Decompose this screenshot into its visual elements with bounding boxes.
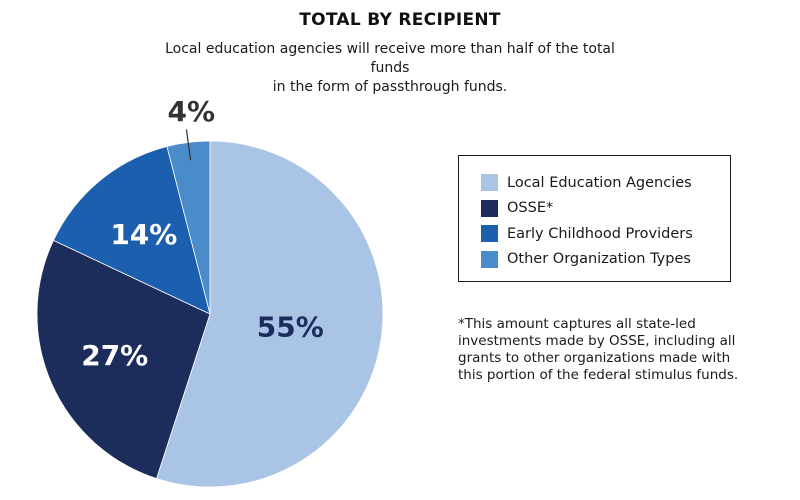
- pie-label-early-childhood-providers: 14%: [110, 218, 177, 251]
- pie-slice-early-childhood-providers: [52, 145, 211, 315]
- footnote: *This amount captures all state-led inve…: [458, 316, 758, 384]
- pie-label-local-education-agencies: 55%: [257, 311, 324, 344]
- subtitle-line-1: Local education agencies will receive mo…: [165, 41, 615, 76]
- chart-subtitle: Local education agencies will receive mo…: [150, 40, 630, 97]
- pie-slice-local-education-agencies: [156, 140, 384, 488]
- legend-swatch: [481, 199, 498, 217]
- legend-swatch: [481, 225, 498, 243]
- legend-item-osse: OSSE*: [481, 196, 730, 222]
- footnote-line: this portion of the federal stimulus fun…: [458, 367, 739, 383]
- legend-label: Early Childhood Providers: [507, 225, 693, 242]
- pie-label-osse: 27%: [81, 339, 148, 372]
- legend-swatch: [481, 250, 498, 268]
- chart-title: TOTAL BY RECIPIENT: [299, 10, 501, 30]
- footnote-line: grants to other organizations made with: [458, 350, 731, 366]
- pie-slice-osse: [36, 239, 211, 480]
- subtitle-line-2: in the form of passthrough funds.: [272, 79, 508, 95]
- legend-label: Local Education Agencies: [507, 174, 692, 191]
- legend: Local Education Agencies OSSE* Early Chi…: [458, 155, 731, 282]
- legend-swatch: [481, 174, 498, 192]
- footnote-line: investments made by OSSE, including all: [458, 333, 736, 349]
- legend-item-other-organization-types: Other Organization Types: [481, 247, 730, 273]
- footnote-line: *This amount captures all state-led: [458, 316, 696, 332]
- legend-item-early-childhood-providers: Early Childhood Providers: [481, 221, 730, 247]
- pie-label-other-organization-types: 4%: [168, 95, 216, 128]
- legend-label: OSSE*: [507, 200, 554, 217]
- legend-item-local-education-agencies: Local Education Agencies: [481, 170, 730, 196]
- legend-label: Other Organization Types: [507, 251, 691, 268]
- pie-leader-line: [185, 129, 192, 161]
